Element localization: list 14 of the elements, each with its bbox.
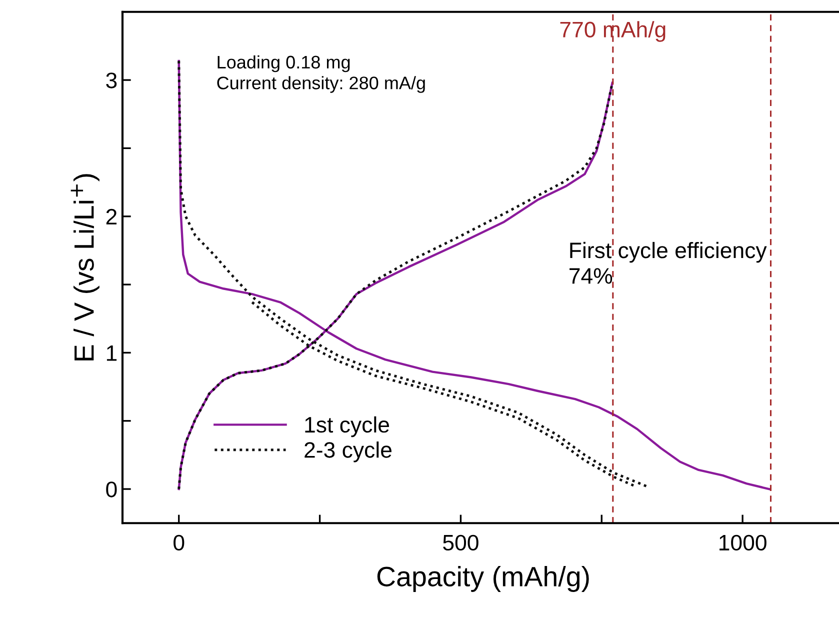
x-tick-label: 1000 [720,534,766,551]
x-tick-label: 0 [174,534,184,551]
y-tick-label: 2 [106,208,117,224]
y-tick-label: 0 [106,482,117,498]
y-tick-label: 1 [106,345,117,361]
legend-label: 2-3 cycle [304,442,392,462]
x-tick-label: 500 [443,534,478,551]
x-axis-title: Capacity (mAh/g) [377,566,589,592]
legend-label: 1st cycle [305,416,389,438]
annotation: Loading 0.18 mg Current density: 280 mA/g [217,55,425,93]
ref-line-label: 770 mAh/g [560,21,666,42]
y-tick-label: 3 [106,72,117,88]
y-axis-title: E / V (vs Li/Li$^{+}$) [70,174,100,360]
annotation: First cycle efficiency 74% [570,242,767,284]
